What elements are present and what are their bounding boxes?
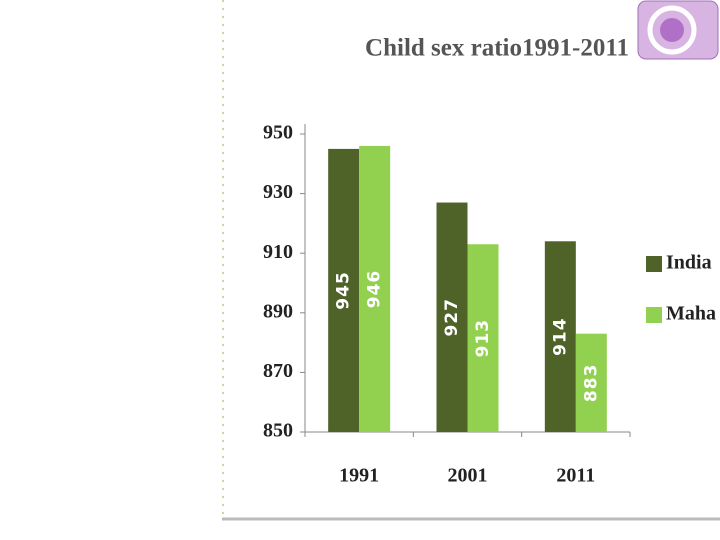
value-label: 946 [365,270,385,309]
legend-swatch [646,307,662,323]
y-tick-label: 890 [263,300,293,322]
logo-core [660,18,684,42]
chart-title: Child sex ratio1991-2011 [365,35,629,62]
legend-label: Maha [666,303,716,325]
bar [436,202,468,432]
logo [637,0,719,60]
legend-label: India [666,252,712,274]
value-label: 945 [334,271,354,310]
x-tick-label: 2011 [556,465,595,487]
bar [467,244,499,432]
legend-swatch [646,256,662,272]
value-label: 913 [473,319,493,358]
y-tick-label: 910 [263,241,293,263]
y-tick-label: 930 [263,181,293,203]
logo-ring [647,5,697,55]
y-tick-label: 850 [263,420,293,442]
value-label: 883 [581,364,601,403]
value-label: 914 [550,317,570,356]
bar [575,333,607,432]
bar [359,145,391,433]
bar [328,148,360,432]
value-label: 927 [442,298,462,337]
bar [544,241,576,432]
x-tick-label: 1991 [339,465,379,487]
x-tick-label: 2001 [448,465,488,487]
y-tick-label: 870 [263,360,293,382]
y-tick-label: 950 [263,122,293,144]
